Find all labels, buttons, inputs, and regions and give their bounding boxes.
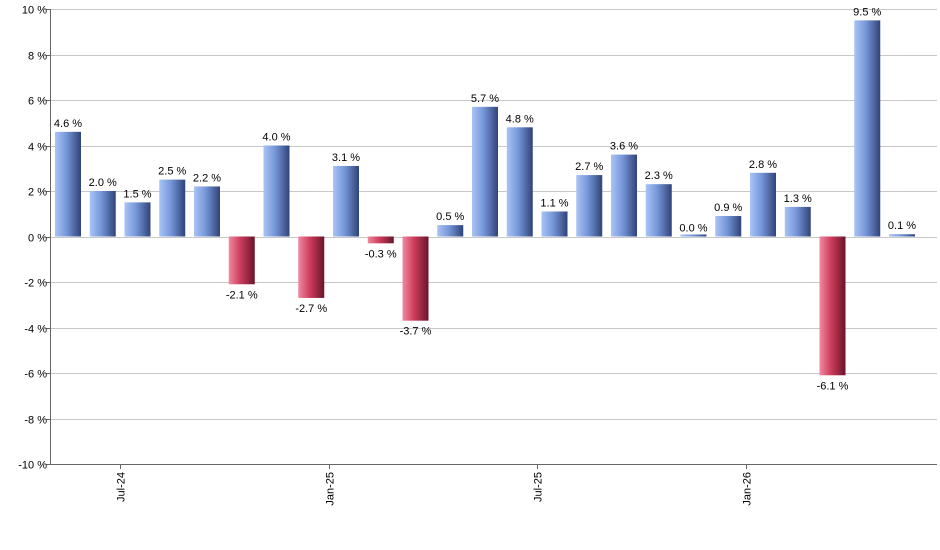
x-tick-label: Jul-25 <box>533 472 545 502</box>
x-tick-label: Jul-24 <box>116 472 128 502</box>
x-tick-label: Jan-25 <box>325 472 337 506</box>
data-label: 5.7 % <box>471 93 499 105</box>
x-tick-label: Jan-26 <box>742 472 754 506</box>
y-tick-label: -8 % <box>24 415 47 427</box>
data-label: 4.6 % <box>54 118 82 130</box>
bar <box>784 206 811 237</box>
data-label: 1.3 % <box>784 193 812 205</box>
bar <box>472 106 498 237</box>
y-tick-label: 8 % <box>28 51 47 63</box>
data-label: -3.7 % <box>400 326 432 338</box>
y-axis-tick-labels: 10 % 8 % 6 % 4 % 2 % 0 % -2 % -4 % -6 % -8 % -10 % <box>18 5 47 472</box>
y-tick-label: 0 % <box>28 233 47 245</box>
bar <box>889 234 915 237</box>
data-label: 2.0 % <box>89 177 117 189</box>
data-label: 9.5 % <box>853 6 881 18</box>
y-tick-label: 4 % <box>28 142 47 154</box>
bar <box>506 127 533 237</box>
bar <box>611 154 637 237</box>
data-label: 3.1 % <box>332 152 360 164</box>
bar <box>402 236 429 321</box>
bar <box>645 184 672 237</box>
data-label: 2.5 % <box>158 166 186 178</box>
data-label: 2.7 % <box>575 161 603 173</box>
data-label: 1.1 % <box>540 197 568 209</box>
data-label: 0.5 % <box>436 211 464 223</box>
data-label: 4.8 % <box>506 113 534 125</box>
data-label: 0.0 % <box>679 223 707 235</box>
bar <box>367 236 394 244</box>
bar <box>333 165 359 237</box>
bar <box>194 186 220 237</box>
bar-series <box>55 20 915 376</box>
bar <box>89 191 116 237</box>
y-tick-label: -2 % <box>24 278 47 290</box>
y-tick-label: 2 % <box>28 187 47 199</box>
data-label: 2.2 % <box>193 172 221 184</box>
bar <box>541 211 568 237</box>
bar <box>124 202 151 237</box>
data-label: -0.3 % <box>365 248 397 260</box>
data-label: 0.1 % <box>888 220 916 232</box>
bar <box>437 225 464 237</box>
y-tick-label: 6 % <box>28 96 47 108</box>
bar <box>263 145 290 237</box>
data-label: 1.5 % <box>123 188 151 200</box>
data-label: 4.0 % <box>262 132 290 144</box>
bar <box>750 172 776 237</box>
y-tick-label: -10 % <box>18 460 47 472</box>
axes <box>50 9 937 465</box>
bar <box>819 236 846 376</box>
bar <box>576 175 603 237</box>
bar <box>680 234 707 237</box>
y-tick-label: 10 % <box>22 5 47 17</box>
data-label: -6.1 % <box>817 380 849 392</box>
data-label: -2.1 % <box>226 289 258 301</box>
grid-layer <box>46 9 937 465</box>
x-axis-tick-labels: Jul-24 Jan-25 Jul-25 Jan-26 <box>116 464 754 506</box>
data-label: 3.6 % <box>610 141 638 153</box>
bar <box>298 236 325 298</box>
data-label: 2.3 % <box>645 170 673 182</box>
bar <box>55 131 81 237</box>
data-label: 2.8 % <box>749 159 777 171</box>
bar <box>228 236 255 285</box>
y-tick-label: -6 % <box>24 369 47 381</box>
y-tick-label: -4 % <box>24 324 47 336</box>
bar <box>854 20 881 237</box>
data-label: 0.9 % <box>714 202 742 214</box>
bar <box>159 179 186 237</box>
bar <box>715 216 742 237</box>
data-labels: 4.6 % 2.0 % 1.5 % 2.5 % 2.2 % -2.1 % 4.0 % -2.7… <box>54 6 916 392</box>
data-label: -2.7 % <box>295 303 327 315</box>
